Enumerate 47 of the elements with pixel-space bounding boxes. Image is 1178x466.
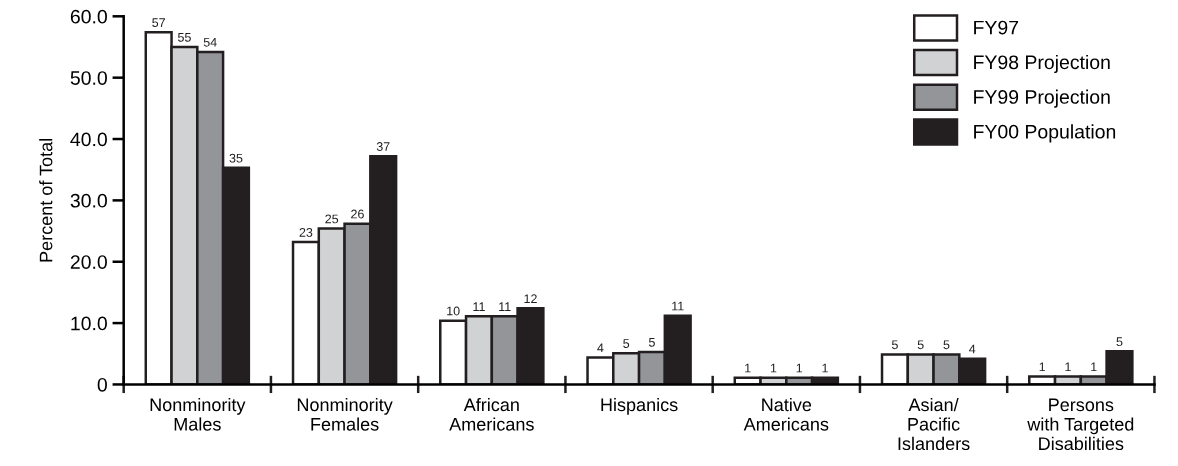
data-label: 37 [376, 142, 390, 151]
legend-label: FY00 Population [974, 124, 1116, 143]
y-tick-label: 50.0 [70, 71, 107, 85]
data-label: 54 [203, 37, 217, 47]
y-tick-label: 40.0 [70, 132, 107, 147]
data-label: 5 [648, 337, 655, 347]
x-tick-label: Hispanics [601, 397, 678, 415]
data-label: 1 [822, 363, 828, 373]
legend-label: FY99 Projection [974, 89, 1110, 108]
data-label: 5 [1116, 337, 1123, 347]
data-label: 55 [177, 33, 191, 42]
legend-label: FY98 Projection [974, 54, 1110, 74]
data-label: 11 [672, 301, 684, 311]
data-label: 1 [1039, 362, 1046, 372]
y-tick-label: 60.0 [70, 9, 107, 24]
y-tick-label: 30.0 [70, 193, 107, 208]
data-label: 11 [473, 302, 485, 311]
data-label: 1 [770, 363, 777, 373]
data-label: 1 [1065, 362, 1071, 372]
data-label: 5 [943, 340, 950, 350]
data-label: 35 [229, 153, 243, 163]
data-label: 5 [917, 340, 924, 350]
data-label: 1 [1091, 362, 1097, 372]
x-tick-label: Nonminority Males [150, 397, 246, 431]
data-label: 26 [351, 209, 364, 219]
y-tick-label: 10.0 [71, 316, 107, 331]
data-label: 23 [299, 228, 313, 237]
y-tick-label: 20.0 [70, 255, 107, 269]
x-tick-label: Native Americans [743, 397, 829, 431]
data-label: 57 [152, 18, 165, 28]
x-tick-label: Asian/ Pacific Islanders [898, 397, 970, 451]
data-label: 4 [597, 343, 604, 353]
legend-label: FY97 [974, 20, 1019, 35]
data-label: 5 [891, 340, 898, 350]
data-label: 25 [325, 214, 339, 224]
x-tick-label: Persons with Targeted Disabilities [1027, 398, 1134, 451]
data-label: 4 [969, 344, 976, 354]
data-label: 12 [524, 294, 537, 303]
y-axis-title: Percent of Total [39, 139, 53, 262]
data-label: 11 [499, 302, 511, 311]
y-tick-label: 0 [97, 377, 107, 392]
data-label: 10 [447, 306, 460, 316]
x-tick-label: Nonminority Females [297, 397, 393, 431]
x-tick-label: African Americans [449, 397, 534, 431]
data-label: 1 [745, 363, 751, 373]
data-label: 1 [796, 363, 803, 373]
data-label: 5 [623, 339, 630, 348]
